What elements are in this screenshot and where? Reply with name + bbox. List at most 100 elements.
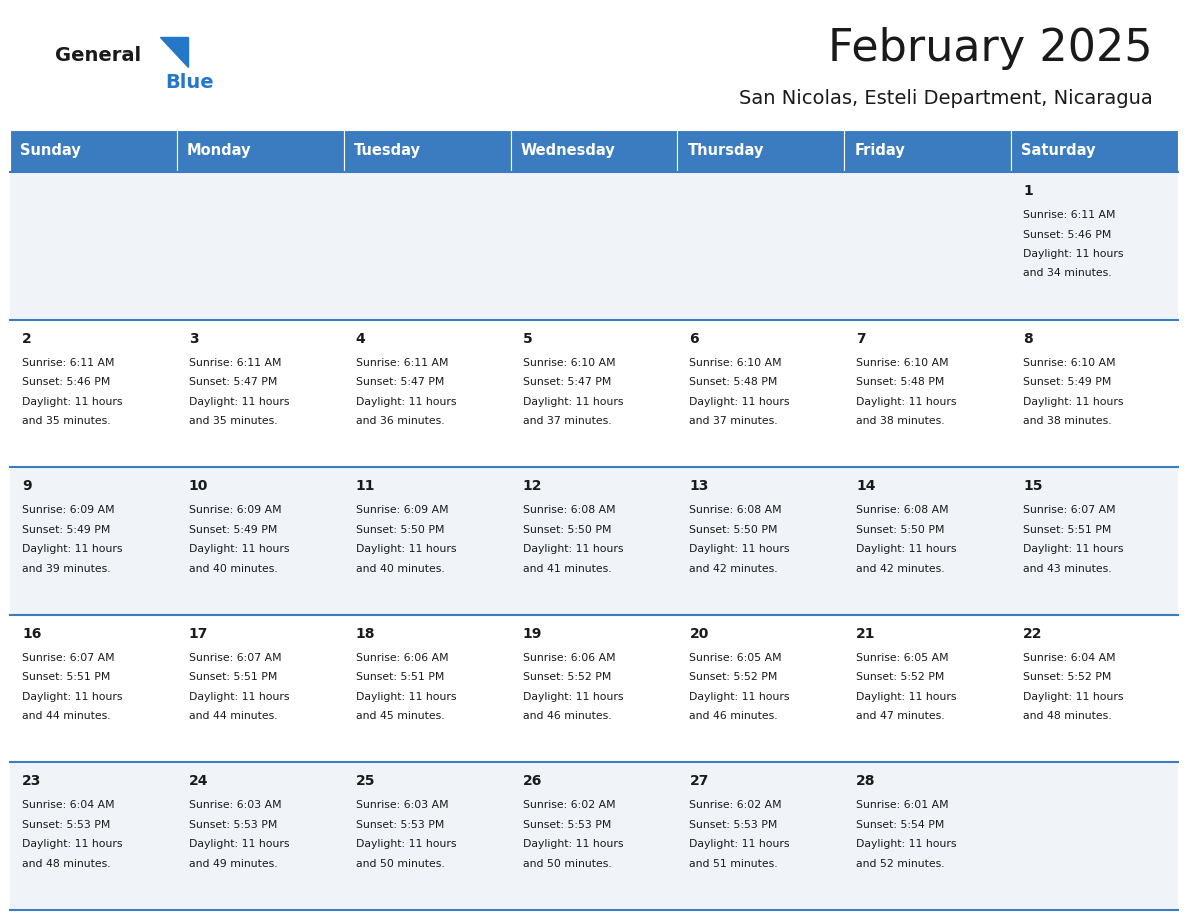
Text: Daylight: 11 hours: Daylight: 11 hours [23, 397, 122, 407]
Text: 8: 8 [1023, 331, 1032, 345]
Text: Sunrise: 6:10 AM: Sunrise: 6:10 AM [523, 358, 615, 367]
Text: and 44 minutes.: and 44 minutes. [189, 711, 278, 722]
Text: and 46 minutes.: and 46 minutes. [689, 711, 778, 722]
Text: Sunset: 5:51 PM: Sunset: 5:51 PM [23, 672, 110, 682]
Text: Sunset: 5:53 PM: Sunset: 5:53 PM [23, 820, 110, 830]
Text: Sunset: 5:52 PM: Sunset: 5:52 PM [1023, 672, 1112, 682]
Text: Daylight: 11 hours: Daylight: 11 hours [857, 692, 956, 701]
Text: and 40 minutes.: and 40 minutes. [189, 564, 278, 574]
FancyBboxPatch shape [10, 172, 1178, 319]
FancyBboxPatch shape [10, 319, 1178, 467]
Text: 2: 2 [23, 331, 32, 345]
Text: and 50 minutes.: and 50 minutes. [523, 859, 612, 869]
Text: Sunset: 5:53 PM: Sunset: 5:53 PM [523, 820, 611, 830]
Text: Sunrise: 6:04 AM: Sunrise: 6:04 AM [1023, 653, 1116, 663]
Text: Sunrise: 6:11 AM: Sunrise: 6:11 AM [1023, 210, 1116, 220]
Text: and 52 minutes.: and 52 minutes. [857, 859, 944, 869]
Text: Sunrise: 6:07 AM: Sunrise: 6:07 AM [23, 653, 114, 663]
Text: Sunrise: 6:09 AM: Sunrise: 6:09 AM [189, 505, 282, 515]
Text: 21: 21 [857, 627, 876, 641]
Text: Daylight: 11 hours: Daylight: 11 hours [857, 839, 956, 849]
Text: Saturday: Saturday [1022, 143, 1095, 159]
Text: 27: 27 [689, 775, 709, 789]
Text: Sunrise: 6:09 AM: Sunrise: 6:09 AM [23, 505, 114, 515]
Text: Thursday: Thursday [688, 143, 764, 159]
Text: Sunrise: 6:11 AM: Sunrise: 6:11 AM [355, 358, 448, 367]
FancyBboxPatch shape [1011, 130, 1178, 172]
Text: Daylight: 11 hours: Daylight: 11 hours [689, 544, 790, 554]
Text: and 46 minutes.: and 46 minutes. [523, 711, 611, 722]
Text: Daylight: 11 hours: Daylight: 11 hours [523, 692, 623, 701]
Text: Sunrise: 6:02 AM: Sunrise: 6:02 AM [689, 800, 782, 811]
Text: Daylight: 11 hours: Daylight: 11 hours [689, 397, 790, 407]
Text: Sunrise: 6:01 AM: Sunrise: 6:01 AM [857, 800, 949, 811]
Text: Sunrise: 6:11 AM: Sunrise: 6:11 AM [23, 358, 114, 367]
Text: Tuesday: Tuesday [354, 143, 421, 159]
Text: Sunrise: 6:11 AM: Sunrise: 6:11 AM [189, 358, 282, 367]
FancyBboxPatch shape [10, 130, 177, 172]
Text: Daylight: 11 hours: Daylight: 11 hours [1023, 397, 1124, 407]
FancyBboxPatch shape [845, 130, 1011, 172]
Text: Daylight: 11 hours: Daylight: 11 hours [355, 397, 456, 407]
Text: 18: 18 [355, 627, 375, 641]
Text: and 49 minutes.: and 49 minutes. [189, 859, 278, 869]
Text: Sunset: 5:54 PM: Sunset: 5:54 PM [857, 820, 944, 830]
Text: 6: 6 [689, 331, 699, 345]
Text: Sunset: 5:46 PM: Sunset: 5:46 PM [1023, 230, 1112, 240]
FancyBboxPatch shape [677, 130, 845, 172]
Text: Daylight: 11 hours: Daylight: 11 hours [689, 692, 790, 701]
Text: 26: 26 [523, 775, 542, 789]
Text: Daylight: 11 hours: Daylight: 11 hours [857, 544, 956, 554]
Text: and 44 minutes.: and 44 minutes. [23, 711, 110, 722]
Text: Sunset: 5:50 PM: Sunset: 5:50 PM [355, 525, 444, 534]
Text: 7: 7 [857, 331, 866, 345]
Text: Daylight: 11 hours: Daylight: 11 hours [189, 397, 290, 407]
Text: Daylight: 11 hours: Daylight: 11 hours [189, 839, 290, 849]
FancyBboxPatch shape [10, 615, 1178, 763]
Text: Sunset: 5:52 PM: Sunset: 5:52 PM [689, 672, 778, 682]
Text: Sunrise: 6:08 AM: Sunrise: 6:08 AM [689, 505, 782, 515]
Text: and 47 minutes.: and 47 minutes. [857, 711, 944, 722]
Text: Daylight: 11 hours: Daylight: 11 hours [23, 692, 122, 701]
Text: Daylight: 11 hours: Daylight: 11 hours [355, 692, 456, 701]
Text: Sunset: 5:53 PM: Sunset: 5:53 PM [689, 820, 778, 830]
Text: 20: 20 [689, 627, 709, 641]
Text: Blue: Blue [165, 73, 214, 93]
Text: and 37 minutes.: and 37 minutes. [689, 416, 778, 426]
Text: and 35 minutes.: and 35 minutes. [189, 416, 278, 426]
Polygon shape [160, 37, 188, 67]
Text: San Nicolas, Esteli Department, Nicaragua: San Nicolas, Esteli Department, Nicaragu… [739, 88, 1154, 107]
Text: Sunrise: 6:02 AM: Sunrise: 6:02 AM [523, 800, 615, 811]
Text: Daylight: 11 hours: Daylight: 11 hours [23, 544, 122, 554]
Text: Daylight: 11 hours: Daylight: 11 hours [189, 692, 290, 701]
Text: Sunrise: 6:07 AM: Sunrise: 6:07 AM [1023, 505, 1116, 515]
Text: 5: 5 [523, 331, 532, 345]
Text: Daylight: 11 hours: Daylight: 11 hours [355, 544, 456, 554]
Text: Daylight: 11 hours: Daylight: 11 hours [857, 397, 956, 407]
Text: and 48 minutes.: and 48 minutes. [23, 859, 110, 869]
Text: 3: 3 [189, 331, 198, 345]
Text: and 50 minutes.: and 50 minutes. [355, 859, 444, 869]
Text: Sunrise: 6:09 AM: Sunrise: 6:09 AM [355, 505, 448, 515]
Text: Sunrise: 6:03 AM: Sunrise: 6:03 AM [355, 800, 448, 811]
Text: 14: 14 [857, 479, 876, 493]
FancyBboxPatch shape [177, 130, 343, 172]
Text: Sunday: Sunday [20, 143, 81, 159]
Text: and 51 minutes.: and 51 minutes. [689, 859, 778, 869]
Text: Sunrise: 6:04 AM: Sunrise: 6:04 AM [23, 800, 114, 811]
Text: and 38 minutes.: and 38 minutes. [1023, 416, 1112, 426]
Text: 4: 4 [355, 331, 366, 345]
Text: Daylight: 11 hours: Daylight: 11 hours [523, 839, 623, 849]
Text: 19: 19 [523, 627, 542, 641]
Text: Sunset: 5:52 PM: Sunset: 5:52 PM [857, 672, 944, 682]
Text: Sunrise: 6:08 AM: Sunrise: 6:08 AM [857, 505, 949, 515]
Text: Daylight: 11 hours: Daylight: 11 hours [1023, 249, 1124, 259]
Text: Sunset: 5:47 PM: Sunset: 5:47 PM [355, 377, 444, 387]
Text: Sunrise: 6:10 AM: Sunrise: 6:10 AM [1023, 358, 1116, 367]
Text: Daylight: 11 hours: Daylight: 11 hours [1023, 544, 1124, 554]
Text: Sunset: 5:51 PM: Sunset: 5:51 PM [189, 672, 277, 682]
Text: and 37 minutes.: and 37 minutes. [523, 416, 611, 426]
Text: Daylight: 11 hours: Daylight: 11 hours [1023, 692, 1124, 701]
Text: and 35 minutes.: and 35 minutes. [23, 416, 110, 426]
Text: Wednesday: Wednesday [520, 143, 615, 159]
